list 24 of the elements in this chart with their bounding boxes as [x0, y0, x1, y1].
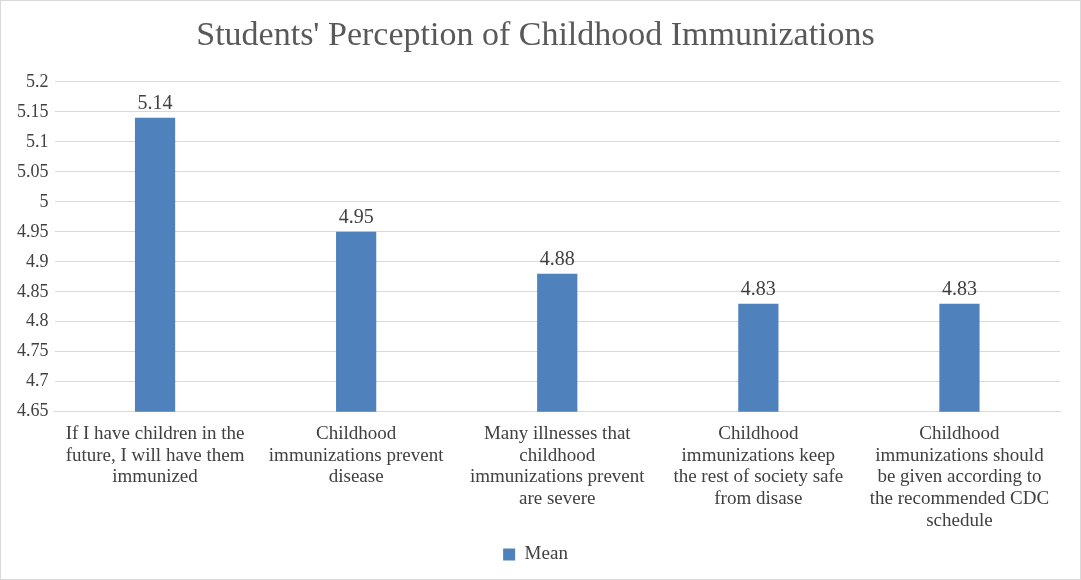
data-label: 5.14: [137, 91, 173, 114]
chart-title: Students' Perception of Childhood Immunizations: [196, 15, 875, 53]
y-tick-label: 5: [39, 190, 49, 211]
y-tick-label: 5.1: [26, 130, 49, 151]
x-tick-label: Childhood immunizations keep the rest of society safe from disase: [673, 421, 844, 509]
legend-label: Mean: [524, 542, 569, 564]
x-tick-label: Childhood immunizations should be given according to the recommended CDC schedule: [869, 421, 1050, 531]
data-label: 4.88: [539, 247, 575, 270]
y-tick-label: 4.95: [17, 220, 49, 241]
y-tick-label: 4.85: [17, 280, 49, 301]
y-tick-label: 5.05: [17, 160, 49, 181]
y-tick-label: 5.2: [26, 70, 49, 91]
y-tick-label: 4.9: [26, 250, 49, 271]
x-tick-label: If I have children in the future, I will have them immunized: [65, 421, 245, 487]
x-tick-label: Childhood immunizations prevent disease: [268, 421, 445, 487]
data-label: 4.95: [338, 205, 374, 228]
data-label: 4.83: [740, 277, 776, 300]
data-label: 4.83: [941, 277, 977, 300]
y-tick-label: 5.15: [17, 100, 49, 121]
y-tick-label: 4.7: [26, 370, 49, 391]
y-tick-label: 4.65: [17, 400, 49, 421]
x-tick-label: Many illnesses that childhood immunizations prevent are severe: [469, 421, 646, 509]
y-tick-label: 4.75: [17, 340, 49, 361]
y-tick-label: 4.8: [26, 310, 49, 331]
